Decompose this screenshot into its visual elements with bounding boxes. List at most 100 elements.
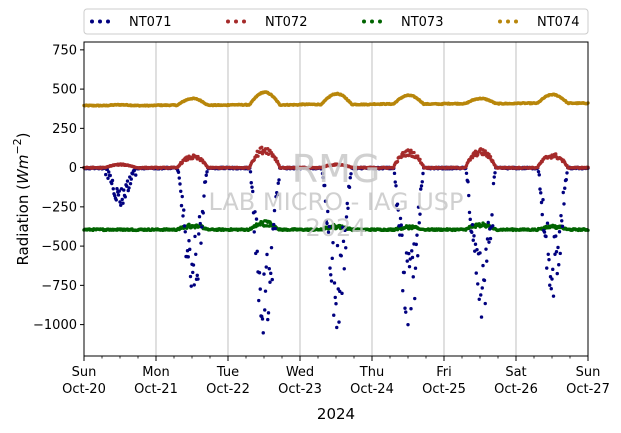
- point-NT071: [248, 170, 253, 174]
- point-NT071: [419, 184, 424, 188]
- point-NT071: [270, 277, 274, 282]
- y-tick-label: −1000: [33, 318, 77, 333]
- point-NT071: [335, 325, 339, 330]
- point-NT071: [114, 198, 118, 202]
- legend-label-NT073: NT073: [401, 15, 443, 30]
- point-NT071: [398, 216, 403, 221]
- point-NT071: [116, 193, 121, 197]
- point-NT071: [554, 249, 559, 254]
- point-NT071: [176, 170, 181, 174]
- point-NT071: [545, 221, 550, 225]
- point-NT071: [329, 279, 334, 283]
- point-NT071: [194, 252, 198, 256]
- y-axis-label-close: ): [14, 132, 32, 138]
- point-NT071: [196, 277, 200, 281]
- point-NT071: [555, 271, 559, 276]
- point-NT072: [470, 156, 475, 160]
- point-NT071: [187, 239, 191, 243]
- point-NT071: [348, 176, 352, 180]
- point-NT071: [257, 271, 262, 275]
- point-NT071: [400, 233, 404, 237]
- point-NT072: [191, 156, 195, 161]
- point-NT071: [565, 171, 569, 175]
- point-NT071: [478, 251, 482, 255]
- x-tick-day: Fri: [436, 365, 452, 380]
- point-NT071: [263, 308, 267, 312]
- point-NT071: [266, 311, 271, 315]
- point-NT071: [193, 234, 197, 239]
- point-NT071: [344, 246, 348, 250]
- point-NT071: [127, 186, 131, 190]
- point-NT071: [481, 263, 485, 268]
- point-NT071: [178, 182, 182, 186]
- point-NT071: [417, 221, 421, 225]
- point-NT071: [409, 306, 413, 311]
- point-NT071: [492, 175, 496, 179]
- x-tick-day: Wed: [286, 365, 314, 380]
- point-NT071: [549, 287, 553, 291]
- point-NT073: [332, 224, 337, 228]
- point-NT071: [275, 192, 280, 197]
- point-NT071: [416, 205, 421, 209]
- point-NT071: [413, 296, 417, 301]
- point-NT071: [273, 226, 277, 231]
- point-NT071: [471, 238, 475, 242]
- point-NT071: [556, 245, 560, 250]
- point-NT071: [464, 171, 469, 176]
- point-NT071: [337, 320, 341, 324]
- point-NT071: [413, 266, 418, 270]
- point-NT071: [123, 195, 127, 199]
- point-NT071: [198, 221, 202, 226]
- point-NT071: [407, 251, 411, 256]
- point-NT071: [129, 177, 133, 181]
- point-NT071: [484, 247, 488, 251]
- x-tick-day: Mon: [142, 365, 169, 380]
- point-NT071: [557, 230, 562, 234]
- y-tick-label: −500: [41, 240, 77, 255]
- point-NT071: [476, 282, 480, 286]
- point-NT071: [467, 210, 472, 215]
- point-NT071: [474, 271, 478, 275]
- point-NT071: [551, 267, 555, 272]
- point-NT071: [392, 171, 397, 176]
- y-axis-label-unit: Wm: [14, 155, 32, 184]
- watermark-line2: LAB MICRO - IAG USP: [208, 188, 463, 216]
- x-tick-date: Oct-21: [134, 382, 178, 397]
- point-NT071: [480, 286, 484, 290]
- y-tick-label: 500: [52, 83, 77, 98]
- point-NT071: [491, 181, 496, 186]
- x-tick-date: Oct-27: [566, 382, 610, 397]
- point-NT071: [189, 284, 193, 288]
- point-NT071: [333, 295, 337, 300]
- point-NT071: [323, 183, 327, 188]
- point-NT071: [332, 313, 336, 317]
- point-NT071: [396, 208, 400, 212]
- point-NT071: [473, 242, 478, 246]
- y-tick-label: 750: [52, 43, 77, 58]
- legend-marker-NT071: [106, 19, 110, 24]
- point-NT072: [468, 158, 472, 162]
- point-NT071: [339, 254, 343, 258]
- point-NT071: [277, 178, 281, 182]
- point-NT071: [182, 224, 187, 228]
- series-layer: [82, 90, 590, 335]
- point-NT071: [331, 240, 335, 245]
- point-NT071: [205, 170, 209, 174]
- x-tick-date: Oct-26: [494, 382, 538, 397]
- point-NT071: [106, 176, 110, 180]
- point-NT071: [276, 181, 280, 185]
- point-NT071: [191, 263, 196, 267]
- point-NT071: [402, 270, 406, 275]
- y-tick-label: −250: [41, 200, 77, 215]
- point-NT071: [126, 188, 130, 193]
- point-NT071: [493, 171, 497, 175]
- point-NT071: [118, 200, 122, 204]
- point-NT071: [486, 220, 490, 225]
- point-NT071: [197, 232, 201, 236]
- x-tick-date: Oct-24: [350, 382, 394, 397]
- legend-label-NT074: NT074: [537, 15, 579, 30]
- point-NT071: [541, 198, 545, 202]
- point-NT071: [179, 203, 184, 208]
- point-NT071: [536, 169, 541, 174]
